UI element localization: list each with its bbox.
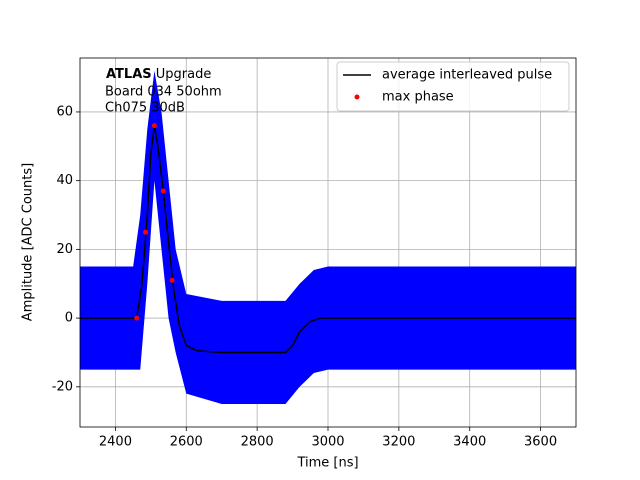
y-tick-label: 20 [56,242,73,257]
max-phase-point [134,315,140,321]
max-phase-point [143,229,149,235]
annotation: Upgrade [156,67,212,82]
x-tick-label: 3200 [382,435,415,450]
annotation: Ch075 30dB [105,101,185,116]
legend-marker [354,94,360,100]
y-tick-label: -20 [52,379,73,394]
sample-band [80,70,576,404]
x-tick-label: 2800 [241,435,274,450]
y-axis-label: Amplitude [ADC Counts] [21,163,36,321]
max-phase-point [169,277,175,283]
x-tick-label: 3600 [524,435,557,450]
legend-label: average interleaved pulse [382,68,552,83]
y-tick-label: 40 [56,173,73,188]
x-tick-label: 3000 [311,435,344,450]
annotation-bold: ATLAS [106,67,152,82]
legend-box [336,61,570,112]
y-tick-label: 0 [65,311,73,326]
x-tick-label: 2400 [99,435,132,450]
max-phase-point [160,188,166,194]
annotation: Board 034 50ohm [105,85,222,100]
y-tick-label: 60 [56,104,73,119]
pulse-line [80,125,576,354]
legend-label: max phase [382,90,454,105]
x-axis-label: Time [ns] [296,456,358,471]
x-tick-label: 3400 [453,435,486,450]
annotation: ATLAS Upgrade [106,67,211,82]
x-tick-label: 2600 [170,435,203,450]
max-phase-point [151,123,157,129]
plot-area [80,58,576,427]
